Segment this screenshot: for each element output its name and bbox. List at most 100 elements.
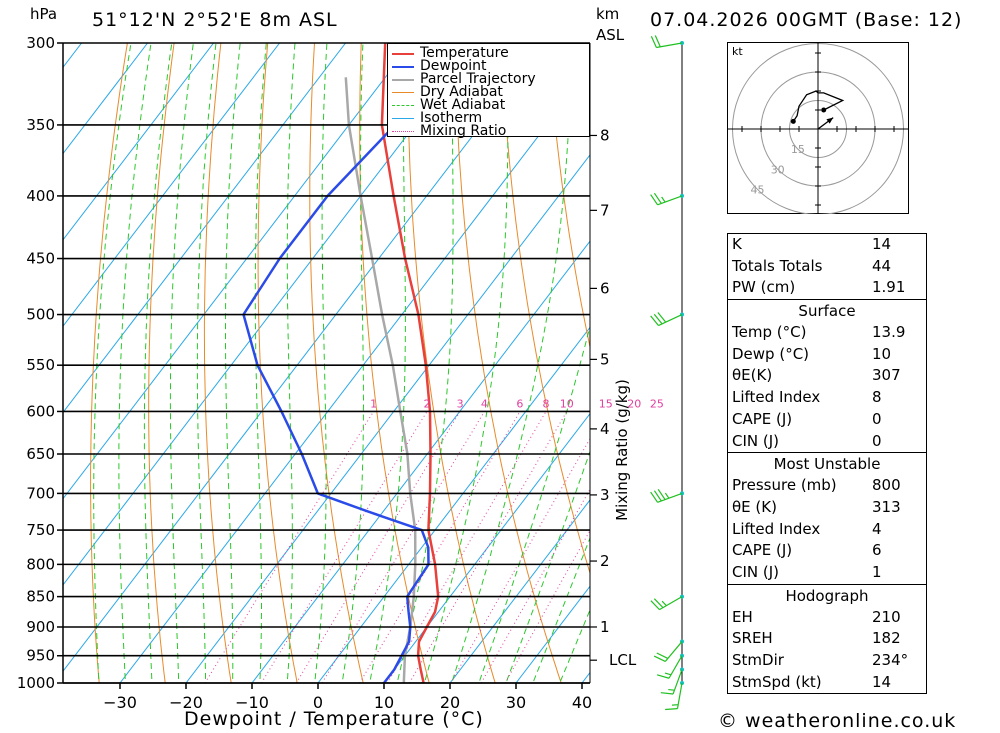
wind-barb <box>650 488 684 503</box>
stat-row: θE (K) 313 <box>732 497 901 516</box>
km-tick-label: 4 <box>600 420 610 438</box>
mixing-ratio-label: 1 <box>370 397 377 410</box>
pressure-tick-label: 350 <box>26 116 55 134</box>
hodograph-chart: 15 30 45 kt <box>727 42 909 214</box>
km-tick-label: 5 <box>600 350 610 368</box>
pressure-tick-label: 750 <box>26 521 55 539</box>
mixing-ratio-line <box>480 488 590 683</box>
mixing-ratio-axis-label: Mixing Ratio (g/kg) <box>613 379 631 521</box>
hodograph-title: Hodograph <box>785 586 869 605</box>
stat-row: SREH 182 <box>732 629 901 648</box>
wet-adiabat-line <box>118 43 152 683</box>
wet-adiabat-line <box>286 43 296 683</box>
dry-adiabat-line <box>148 43 175 683</box>
km-tick-label: 7 <box>600 201 610 219</box>
x-tick-label: −10 <box>235 693 269 712</box>
isotherm-line <box>251 240 590 683</box>
wet-adiabat-line <box>396 43 454 683</box>
mixing-ratio-label: 3 <box>457 397 464 410</box>
station-title: 51°12'N 2°52'E 8m ASL <box>92 9 338 31</box>
indices-section: K 14 Totals Totals 44 PW (cm) 1.91 <box>728 234 926 301</box>
km-tick-label: LCL <box>609 651 637 669</box>
mixing-ratio-line <box>295 411 461 683</box>
stat-row: CIN (J) 0 <box>732 431 882 450</box>
mixing-ratio-label: 4 <box>481 397 488 410</box>
pressure-tick-label: 900 <box>26 618 55 636</box>
mixing-ratio-line <box>359 411 521 683</box>
dry-adiabat-line <box>547 43 590 350</box>
wind-barb <box>650 35 684 49</box>
x-axis-label: Dewpoint / Temperature (°C) <box>184 708 484 730</box>
surface-section: Surface Temp (°C) 13.9 Dewp (°C) 10 θE(K) 3… <box>728 300 926 454</box>
isotherm-line <box>185 154 590 683</box>
hodograph-ring-label: 15 <box>791 143 805 156</box>
isotherm-line <box>119 67 590 683</box>
stat-row-k: K 14 <box>732 235 892 253</box>
hodograph-section: Hodograph EH 210 SREH 182 StmDir 234° StmSp… <box>728 585 926 694</box>
km-tick-label: 3 <box>600 486 610 504</box>
storm-motion-arrowhead <box>826 117 834 124</box>
hodograph-unit-label: kt <box>732 45 743 58</box>
height-unit-label: km <box>596 5 620 23</box>
dry-adiabat-line <box>257 43 298 683</box>
stat-row: CIN (J) 1 <box>732 562 882 581</box>
dry-adiabat-line <box>501 43 590 575</box>
pressure-tick-label: 600 <box>26 402 55 420</box>
isotherm-line <box>63 43 544 673</box>
hodograph-ring-label: 30 <box>771 163 785 176</box>
x-tick-label: 0 <box>313 693 323 712</box>
wind-barb <box>660 667 684 695</box>
dry-adiabat-line <box>203 43 232 683</box>
wet-adiabat-line <box>423 43 509 683</box>
dry-adiabat-line <box>454 43 562 683</box>
stats-panel: K 14 Totals Totals 44 PW (cm) 1.91 Surface … <box>727 233 927 695</box>
pressure-tick-label: 800 <box>26 555 55 573</box>
wind-barb <box>650 312 684 327</box>
km-tick-label: 6 <box>600 279 610 297</box>
hodograph-trace <box>792 90 845 122</box>
mixing-ratio-line <box>260 411 428 683</box>
x-tick-label: −20 <box>169 693 203 712</box>
x-tick-label: 20 <box>440 693 460 712</box>
wet-adiabat-line <box>143 43 173 683</box>
wet-adiabat-line <box>505 450 590 683</box>
pressure-tick-label: 500 <box>26 306 55 324</box>
height-unit-asl-label: ASL <box>596 26 625 44</box>
hodograph-end-marker <box>821 107 827 113</box>
isotherm-line <box>63 43 478 586</box>
mixing-ratio-label: 25 <box>650 397 664 410</box>
isotherm-line <box>63 43 280 327</box>
isotherm-line <box>317 326 590 683</box>
stat-row: Lifted Index 8 <box>732 388 882 407</box>
wind-barb <box>650 192 684 206</box>
wet-adiabat-line <box>478 324 590 683</box>
isotherm-line <box>63 43 412 500</box>
stat-row: CAPE (J) 6 <box>732 541 882 560</box>
wet-adiabat-line <box>314 43 328 683</box>
km-tick-label: 1 <box>600 618 610 636</box>
pressure-unit-label: hPa <box>30 5 58 23</box>
pressure-tick-label: 450 <box>26 250 55 268</box>
wet-adiabat-line <box>532 536 590 683</box>
x-tick-label: 40 <box>572 693 592 712</box>
dry-adiabat-line <box>964 25 1000 709</box>
mixing-ratio-label: 8 <box>543 397 550 410</box>
pressure-tick-label: 1000 <box>17 674 55 692</box>
stat-row: Dewp (°C) 10 <box>732 344 892 363</box>
dry-adiabat-line <box>90 43 128 683</box>
wind-barb <box>650 594 684 611</box>
forecast-datetime: 07.04.2026 00GMT (Base: 12) <box>650 9 963 31</box>
x-tick-label: 30 <box>506 693 526 712</box>
dry-adiabat-line <box>407 43 496 683</box>
stat-row-totals: Totals Totals 44 <box>732 256 892 275</box>
isotherm-line <box>63 43 214 241</box>
stat-row: StmSpd (kt) 14 <box>732 672 892 691</box>
pressure-tick-label: 300 <box>26 34 55 52</box>
stat-row: CAPE (J) 0 <box>732 409 882 428</box>
stat-row: EH 210 <box>732 607 901 626</box>
stat-row: StmDir 234° <box>732 651 909 669</box>
credit-link[interactable]: © weatheronline.co.uk <box>718 710 957 732</box>
wet-adiabat-line <box>254 43 267 683</box>
isotherm-line <box>383 412 590 683</box>
